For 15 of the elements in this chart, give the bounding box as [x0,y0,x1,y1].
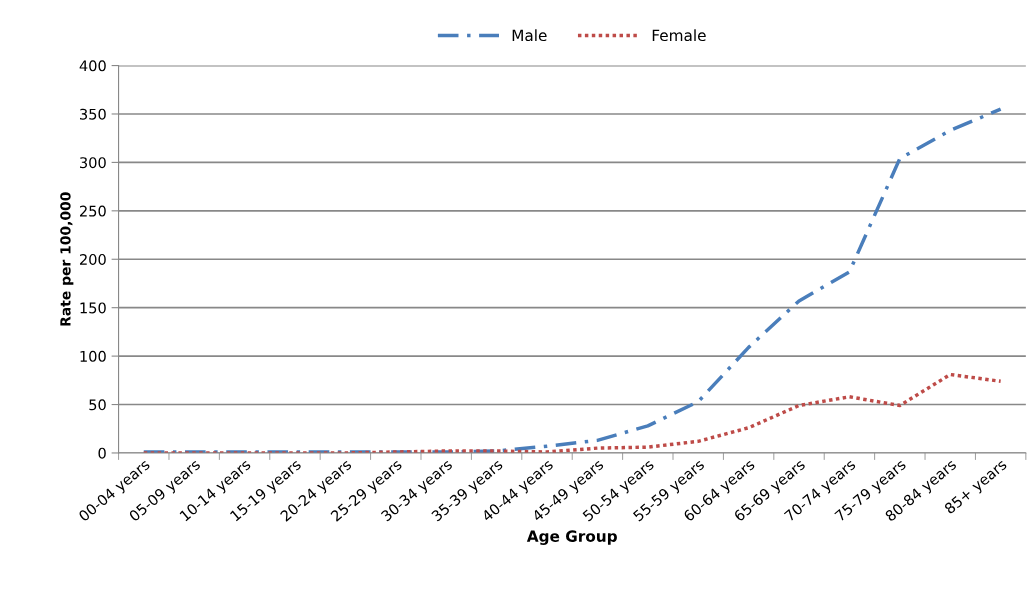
y-tick-label: 400 [79,60,106,72]
y-tick-label: 350 [80,108,106,120]
y-axis-title: Rate per 100,000 [60,192,74,326]
line-series [142,107,1003,453]
y-tick-label: 250 [79,205,106,217]
legend-label: Male [512,29,547,42]
y-tick-label: 0 [98,447,106,459]
line-series [142,372,1003,453]
y-tick-label: 200 [79,253,106,266]
y-tick-label: 50 [89,399,106,411]
legend-label: Female [652,29,706,42]
y-tick-label: 150 [80,302,106,314]
x-axis-title: Age Group [526,530,617,545]
y-tick-label: 100 [80,350,106,362]
y-tick-label: 300 [80,157,106,169]
